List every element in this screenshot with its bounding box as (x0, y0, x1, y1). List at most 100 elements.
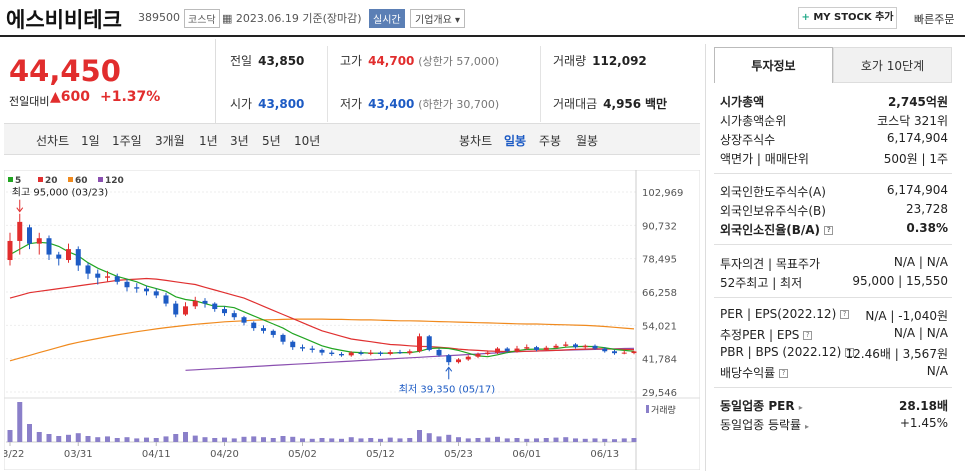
realtime-button[interactable]: 실시간 (369, 9, 405, 28)
candle-chart-label[interactable]: 봉차트 (459, 134, 493, 148)
volume-bar (504, 438, 510, 442)
quote-low-label: 저가 (340, 97, 363, 111)
period-10y[interactable]: 10년 (294, 134, 321, 148)
help-icon[interactable]: ? (824, 226, 834, 235)
pbr-value: 12.46배 | 3,567원 (845, 347, 948, 361)
candle-daily[interactable]: 일봉 (504, 134, 527, 148)
quote-open-value: 43,800 (258, 97, 305, 111)
candle-body (368, 352, 374, 354)
help-icon[interactable]: ? (803, 331, 813, 340)
mystock-add-button[interactable]: + MY STOCK 추가 (798, 7, 897, 29)
quote-volume: 거래량 112,092 (553, 52, 647, 69)
tab-investment-info[interactable]: 투자정보 (714, 47, 833, 83)
volume-bar (417, 430, 422, 442)
x-tick-label: 04/20 (210, 449, 239, 460)
change-label: 전일대비 (9, 95, 50, 108)
legend-swatch (8, 177, 13, 182)
period-1y[interactable]: 1년 (199, 134, 218, 148)
legend-swatch (68, 177, 73, 182)
ma60-line (9, 318, 635, 362)
help-icon[interactable]: ? (845, 348, 855, 357)
foreign-rate-value: 0.38% (906, 221, 948, 235)
x-tick-label: 03/31 (64, 449, 93, 460)
line-chart-label[interactable]: 선차트 (36, 134, 70, 148)
candle-body (95, 273, 101, 278)
candle-monthly[interactable]: 월봉 (576, 134, 599, 148)
period-5y[interactable]: 5년 (262, 134, 281, 148)
company-overview-dropdown[interactable]: 기업개요 ▾ (410, 9, 465, 28)
divider (327, 46, 328, 122)
volume-bar (602, 438, 608, 442)
candle-body (514, 348, 520, 352)
volume-bar (192, 435, 198, 442)
candle-body (426, 336, 432, 350)
chevron-right-icon[interactable]: ▸ (804, 422, 809, 431)
quote-amount-value: 4,956 (603, 97, 642, 111)
volume-bar (475, 438, 481, 442)
high-annotation: 최고 95,000 (03/23) (12, 187, 108, 199)
volume-bar (134, 438, 140, 442)
par-label: 액면가 | 매매단위 (720, 152, 809, 166)
quote-high-label: 고가 (340, 54, 363, 68)
volume-bar (75, 433, 81, 442)
volume-bar (222, 437, 227, 442)
foreign-limit-value: 6,174,904 (886, 183, 948, 197)
help-icon[interactable]: ? (779, 369, 789, 378)
dividend-label-wrap: 배당수익률 ? (720, 364, 789, 381)
volume-bar (202, 437, 208, 442)
legend-swatch (38, 177, 43, 182)
period-3y[interactable]: 3년 (230, 134, 249, 148)
candle-body (290, 341, 296, 348)
chevron-right-icon[interactable]: ▸ (798, 403, 803, 412)
y-tick-label: 41,784 (642, 355, 677, 366)
candle-body (7, 240, 13, 261)
candle-body (456, 359, 461, 363)
y-tick-label: 29,546 (642, 388, 677, 399)
volume-bar (114, 438, 120, 442)
foreign-rate-label: 외국인소진율(B/A) (720, 223, 821, 237)
candle-body (17, 221, 23, 241)
quick-order-link[interactable]: 빠른주문 (914, 13, 955, 26)
price-box: 44,450 전일대비 ▲600 +1.37% (0, 39, 216, 123)
period-1w[interactable]: 1주일 (112, 134, 142, 148)
volume-bar (105, 436, 110, 442)
candle-body (573, 344, 578, 348)
candle-body (114, 276, 120, 282)
volume-bar (251, 436, 257, 442)
candle-body (183, 306, 188, 315)
volume-bar (95, 437, 101, 442)
period-3m[interactable]: 3개월 (155, 134, 185, 148)
candle-weekly[interactable]: 주봉 (539, 134, 562, 148)
tab-hoga-10[interactable]: 호가 10단계 (833, 47, 952, 83)
volume-bar (36, 432, 42, 442)
volume-bar (387, 437, 393, 442)
current-price: 44,450 (9, 54, 121, 88)
volume-bar (231, 438, 237, 442)
candle-body (319, 349, 325, 353)
volume-bar (465, 438, 471, 442)
chart-toolbar: 선차트 1일 1주일 3개월 1년 3년 5년 10년 봉차트 일봉 주봉 월봉 (4, 123, 700, 155)
ma5-line (9, 241, 635, 358)
volume-bar (339, 438, 344, 442)
candle-body (153, 291, 159, 296)
candle-body (339, 353, 344, 356)
low-annotation: 최저 39,350 (05/17) (399, 383, 495, 395)
x-tick-label: 06/13 (590, 449, 619, 460)
volume-bar (261, 437, 266, 442)
period-1d[interactable]: 1일 (81, 134, 100, 148)
dividend-value: N/A (926, 364, 948, 378)
volume-bar (524, 438, 530, 442)
divider (540, 46, 541, 122)
volume-bar (183, 432, 188, 442)
candle-body (202, 300, 208, 304)
candle-body (261, 328, 266, 331)
est-per-label-wrap: 추정PER | EPS ? (720, 326, 813, 343)
candle-body (543, 347, 549, 350)
w52-label: 52주최고 | 최저 (720, 276, 803, 290)
industry-per-label: 동일업종 PER (720, 399, 795, 413)
candle-body (251, 322, 257, 329)
stock-chart[interactable]: 5 20 60 120 102,969 90,732 78,495 66,258 54,021 4… (4, 170, 700, 470)
volume-bar (153, 438, 159, 442)
help-icon[interactable]: ? (840, 310, 850, 319)
volume-bar (46, 434, 52, 442)
